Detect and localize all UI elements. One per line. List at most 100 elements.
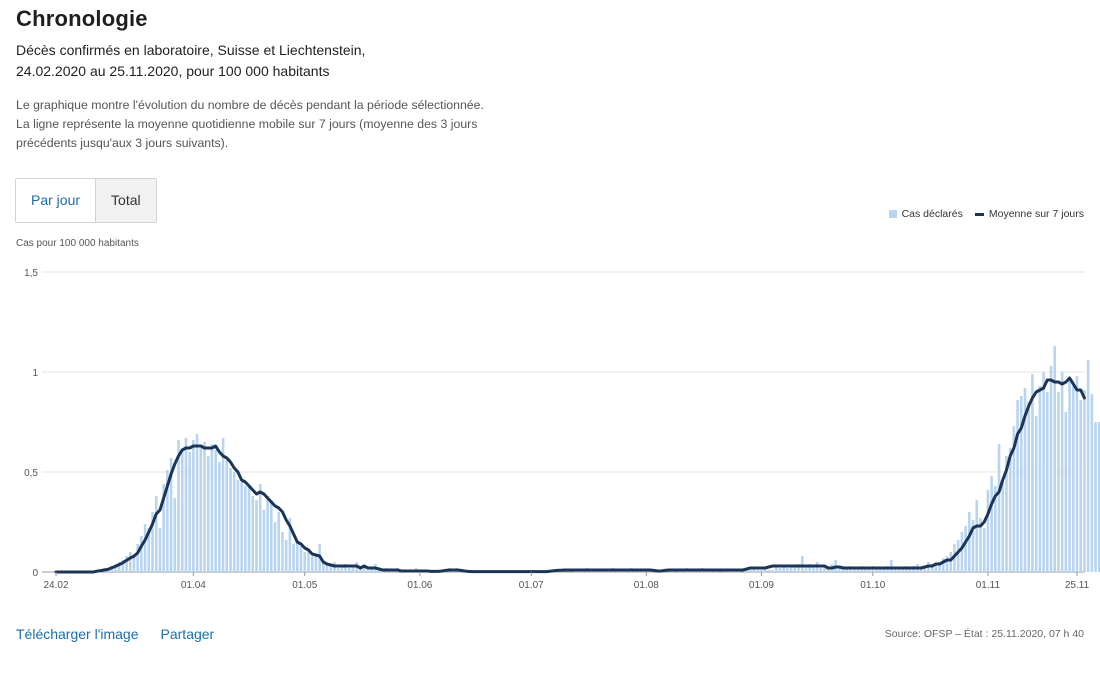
bar xyxy=(856,568,860,572)
bar xyxy=(875,568,878,572)
bar xyxy=(1079,400,1083,572)
bar xyxy=(745,570,748,572)
bar xyxy=(812,566,815,572)
bar xyxy=(258,484,262,572)
bar xyxy=(971,520,975,572)
bar xyxy=(292,544,295,572)
bar-swatch-icon xyxy=(888,210,897,218)
bar xyxy=(177,440,180,572)
bar xyxy=(236,480,240,572)
bar xyxy=(251,496,255,572)
bar xyxy=(310,556,314,572)
x-tick-label: 01.05 xyxy=(292,580,317,591)
bar xyxy=(362,566,366,572)
bar xyxy=(117,562,121,572)
bar xyxy=(800,556,804,572)
bar xyxy=(1053,346,1057,572)
x-tick-label: 25.11 xyxy=(1065,580,1090,591)
y-tick-label: 1 xyxy=(32,368,38,379)
average-line xyxy=(54,376,1086,574)
bar xyxy=(154,496,158,572)
bar xyxy=(188,452,191,572)
bar xyxy=(945,556,949,572)
bar xyxy=(344,564,347,572)
bar xyxy=(752,568,756,572)
bar xyxy=(314,554,318,572)
chart-plot: 0 0,5 1 1,5 24.02 01.04 01.05 01.06 01.07 01.08 01… xyxy=(24,268,1100,591)
bar xyxy=(296,542,299,572)
x-tick-label: 01.09 xyxy=(749,580,774,591)
bar xyxy=(982,528,986,572)
bar xyxy=(1008,448,1012,572)
bar xyxy=(158,528,162,572)
bar xyxy=(1020,396,1023,572)
bar xyxy=(322,560,325,572)
bar xyxy=(1034,416,1038,572)
bar xyxy=(195,434,199,572)
bar xyxy=(964,526,967,572)
share-link[interactable]: Partager xyxy=(160,626,215,642)
bar xyxy=(748,570,752,572)
bar xyxy=(956,540,960,572)
bar xyxy=(225,460,229,572)
grid-lines xyxy=(42,271,1085,573)
bar xyxy=(778,568,782,572)
description-line-3: précédents jusqu'aux 3 jours suivants). xyxy=(16,136,229,150)
bar xyxy=(771,570,774,572)
bar xyxy=(1064,412,1068,572)
legend-line-label: Moyenne sur 7 jours xyxy=(988,208,1084,220)
bar xyxy=(942,558,945,572)
total-button[interactable]: Total xyxy=(95,179,156,222)
bar xyxy=(789,566,793,572)
bar xyxy=(949,552,953,572)
bar xyxy=(1045,392,1049,572)
bar xyxy=(901,568,904,572)
bar xyxy=(986,490,990,572)
bar xyxy=(247,486,251,572)
bar xyxy=(162,484,165,572)
chart-subtitle: Décès confirmés en laboratoire, Suisse e… xyxy=(16,40,536,82)
x-tick-label: 01.06 xyxy=(407,580,432,591)
chart-legend: Cas déclarés Moyenne sur 7 jours xyxy=(888,208,1084,220)
bar xyxy=(329,566,333,572)
download-image-link[interactable]: Télécharger l'image xyxy=(16,626,139,642)
bar xyxy=(140,536,143,572)
x-tick-label: 01.08 xyxy=(634,580,659,591)
bar xyxy=(838,566,841,572)
bar xyxy=(359,568,362,572)
y-tick-label: 0 xyxy=(32,568,38,579)
bar xyxy=(348,568,351,572)
bar xyxy=(997,444,1001,572)
bar xyxy=(756,570,760,572)
bar xyxy=(797,564,800,572)
bar xyxy=(1060,372,1064,572)
legend-item-bars[interactable]: Cas déclarés xyxy=(888,208,963,220)
bar xyxy=(1042,372,1045,572)
bar xyxy=(325,564,329,572)
footer-links: Télécharger l'image Partager xyxy=(16,626,214,642)
bar xyxy=(1005,456,1008,572)
bar xyxy=(199,448,203,572)
bar xyxy=(878,568,882,572)
y-axis-label: Cas pour 100 000 habitants xyxy=(16,238,139,249)
bar xyxy=(218,462,221,572)
line-swatch-icon xyxy=(974,212,984,216)
bar xyxy=(1027,402,1031,572)
bar xyxy=(919,568,923,572)
bar xyxy=(143,524,147,572)
subtitle-line-1: Décès confirmés en laboratoire, Suisse e… xyxy=(16,42,366,58)
bar xyxy=(151,512,154,572)
view-toggle: Par jour Total xyxy=(15,178,157,223)
bar xyxy=(340,566,344,572)
bar xyxy=(214,450,217,572)
bar xyxy=(1001,482,1005,572)
per-day-button[interactable]: Par jour xyxy=(16,179,96,222)
bar xyxy=(307,550,310,572)
bar xyxy=(1071,386,1075,572)
bar xyxy=(867,568,871,572)
bar xyxy=(281,532,284,572)
bar xyxy=(1086,360,1090,572)
bar xyxy=(221,438,225,572)
bar xyxy=(288,518,292,572)
legend-item-line[interactable]: Moyenne sur 7 jours xyxy=(974,208,1084,220)
